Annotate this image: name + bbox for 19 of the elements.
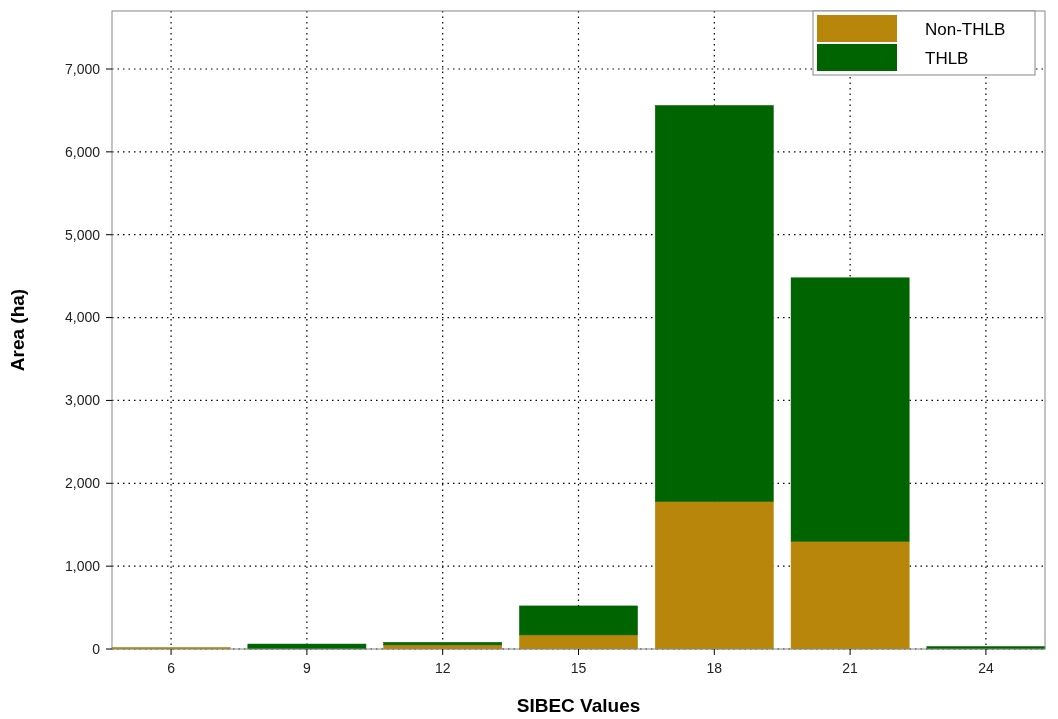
y-tick-label: 2,000 bbox=[64, 475, 101, 492]
legend-label: Non-THLB bbox=[925, 19, 1006, 39]
x-tick-label: 9 bbox=[302, 660, 311, 676]
y-tick-label: 5,000 bbox=[64, 226, 101, 243]
x-tick-label: 15 bbox=[570, 660, 587, 676]
x-axis-title: SIBEC Values bbox=[516, 695, 641, 716]
x-tick-label: 12 bbox=[434, 660, 451, 676]
y-axis-title: Area (ha) bbox=[7, 288, 28, 372]
x-tick-label: 24 bbox=[978, 660, 994, 676]
y-tick-label: 3,000 bbox=[64, 392, 101, 409]
y-tick-label: 7,000 bbox=[64, 60, 101, 77]
legend-label: THLB bbox=[925, 48, 969, 68]
x-tick-label: 18 bbox=[706, 660, 723, 676]
y-tick-label: 1,000 bbox=[64, 558, 101, 575]
y-tick-label: 6,000 bbox=[64, 143, 101, 160]
y-tick-label: 0 bbox=[92, 640, 101, 657]
y-tick-label: 4,000 bbox=[64, 309, 101, 326]
x-tick-label: 6 bbox=[167, 660, 176, 676]
x-tick-label: 21 bbox=[842, 660, 859, 676]
